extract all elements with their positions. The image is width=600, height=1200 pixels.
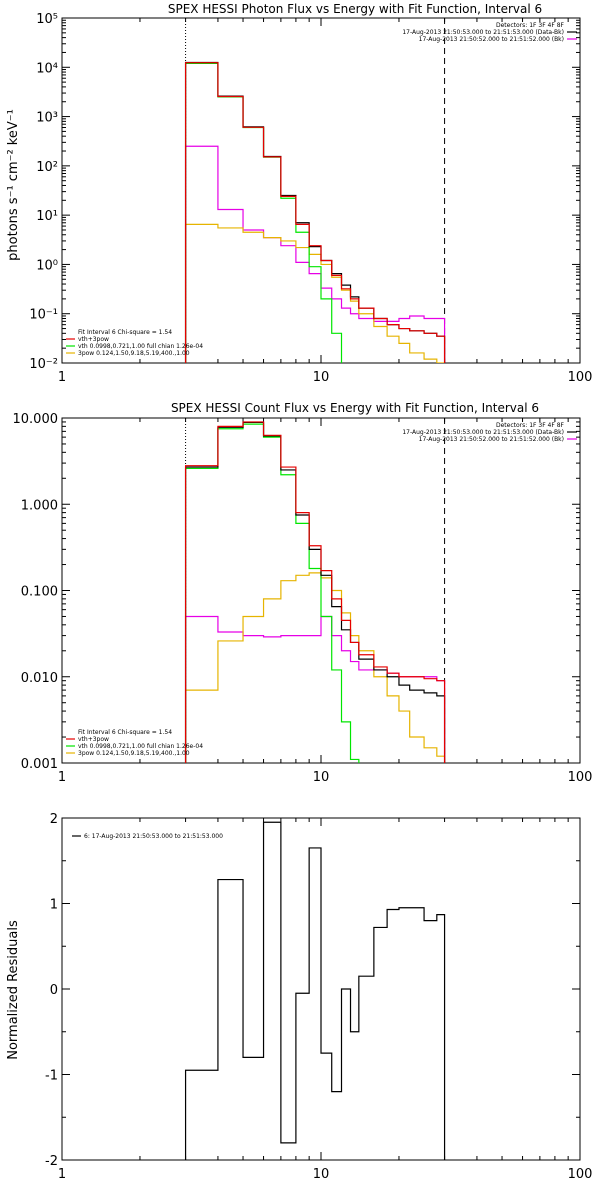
- y-tick-label: 0.010: [21, 671, 58, 686]
- legend-entry: vth+3pow: [78, 736, 109, 743]
- series-group: [184, 61, 446, 363]
- y-tick-label: 10³: [36, 111, 58, 126]
- series-line-total: [184, 61, 446, 363]
- y-tick-label: 10.000: [13, 412, 59, 427]
- legend-entry: 17-Aug-2013 21:50:52.000 to 21:51:52.000…: [419, 436, 564, 443]
- residuals-chart: Normalized Residuals 1 10 100 -2 -1 0 1 2 6: 17-…: [6, 812, 592, 1182]
- x-axis-ticks: [61, 818, 569, 1160]
- legend-entry: 3pow 0.124,1.50,9.18,5.19,400.,1.00: [78, 350, 190, 357]
- y-tick-label: 10⁴: [36, 61, 58, 76]
- y-axis-ticks: [62, 17, 580, 364]
- y-tick-label: 10⁰: [36, 258, 58, 273]
- legend-entry: Fit Interval 6 Chi-square = 1.54: [78, 729, 172, 736]
- legend-bottom-left: Fit Interval 6 Chi-square = 1.54vth+3pow…: [66, 729, 203, 757]
- x-axis-ticks: [61, 418, 569, 763]
- y-axis-ticks: [62, 817, 580, 1161]
- series-group: [184, 421, 446, 763]
- legend-bottom-left: Fit Interval 6 Chi-square = 1.54vth+3pow…: [66, 329, 203, 357]
- y-tick-label: 10⁻¹: [29, 308, 58, 323]
- x-tick-label: 1: [58, 370, 66, 385]
- y-tick-label: -1: [45, 1069, 58, 1084]
- chart-title: SPEX HESSI Photon Flux vs Energy with Fi…: [168, 2, 542, 16]
- y-axis-ticks: [62, 417, 580, 764]
- chart-title: SPEX HESSI Count Flux vs Energy with Fit…: [171, 401, 539, 415]
- series-line-vth: [184, 423, 360, 763]
- legend-entry: 17-Aug-2013 21:50:53.000 to 21:51:53.000…: [402, 29, 564, 36]
- x-tick-label: 1: [58, 1167, 66, 1182]
- legend-top-left: 6: 17-Aug-2013 21:50:53.000 to 21:51:53.…: [72, 833, 223, 840]
- x-tick-label: 10: [313, 770, 330, 785]
- y-tick-label: -2: [45, 1154, 58, 1169]
- legend-entry: vth 0.0998,0.721,1.00 full chian 1.26e-0…: [78, 343, 203, 350]
- series-line-total: [184, 421, 446, 763]
- series-line-total: [184, 821, 446, 1160]
- x-tick-label: 1: [58, 770, 66, 785]
- legend-entry: 17-Aug-2013 21:50:52.000 to 21:51:52.000…: [419, 36, 564, 43]
- y-tick-label: 10²: [36, 160, 58, 175]
- series-group: [184, 821, 446, 1160]
- count-flux-chart: SPEX HESSI Count Flux vs Energy with Fit…: [13, 401, 593, 785]
- plot-frame: [61, 17, 581, 364]
- series-line-vth-3pow: [184, 421, 446, 763]
- legend-entry: vth+3pow: [78, 336, 109, 343]
- series-line-vth-3pow: [184, 62, 446, 363]
- legend-entry: vth 0.0998,0.721,1.00 full chian 1.26e-0…: [78, 743, 203, 750]
- legend-entry: Fit Interval 6 Chi-square = 1.54: [78, 329, 172, 336]
- y-tick-label: 10⁻²: [29, 357, 58, 372]
- y-tick-label: 2: [50, 812, 58, 827]
- series-line-bkg: [184, 145, 446, 363]
- y-tick-label: 1.000: [21, 498, 58, 513]
- x-tick-label: 100: [568, 370, 593, 385]
- legend-entry: Detectors: 1F 3F 4F 8F: [496, 422, 565, 429]
- x-tick-label: 10: [313, 370, 330, 385]
- legend-entry: 3pow 0.124,1.50,9.18,5.19,400.,1.00: [78, 750, 190, 757]
- y-tick-label: 1: [50, 898, 58, 913]
- series-line-3pow: [184, 223, 446, 363]
- x-axis-ticks: [61, 18, 569, 363]
- y-tick-label: 10⁵: [36, 12, 58, 27]
- y-tick-label: 0: [50, 983, 58, 998]
- legend-entry: 6: 17-Aug-2013 21:50:53.000 to 21:51:53.…: [84, 833, 223, 840]
- x-tick-label: 100: [568, 770, 593, 785]
- series-line-3pow: [184, 572, 446, 763]
- y-axis-label: photons s⁻¹ cm⁻² keV⁻¹: [6, 109, 21, 261]
- photon-flux-chart: SPEX HESSI Photon Flux vs Energy with Fi…: [6, 2, 592, 385]
- x-tick-label: 100: [568, 1167, 593, 1182]
- x-tick-label: 10: [313, 1167, 330, 1182]
- y-tick-label: 0.100: [21, 585, 58, 600]
- y-tick-label: 0.001: [21, 757, 58, 772]
- legend-entry: Detectors: 1F 3F 4F 8F: [496, 22, 565, 29]
- y-axis-label: Normalized Residuals: [6, 920, 21, 1060]
- series-line-vth: [184, 62, 343, 363]
- y-tick-label: 10¹: [36, 209, 58, 224]
- legend-entry: 17-Aug-2013 21:50:53.000 to 21:51:53.000…: [402, 429, 564, 436]
